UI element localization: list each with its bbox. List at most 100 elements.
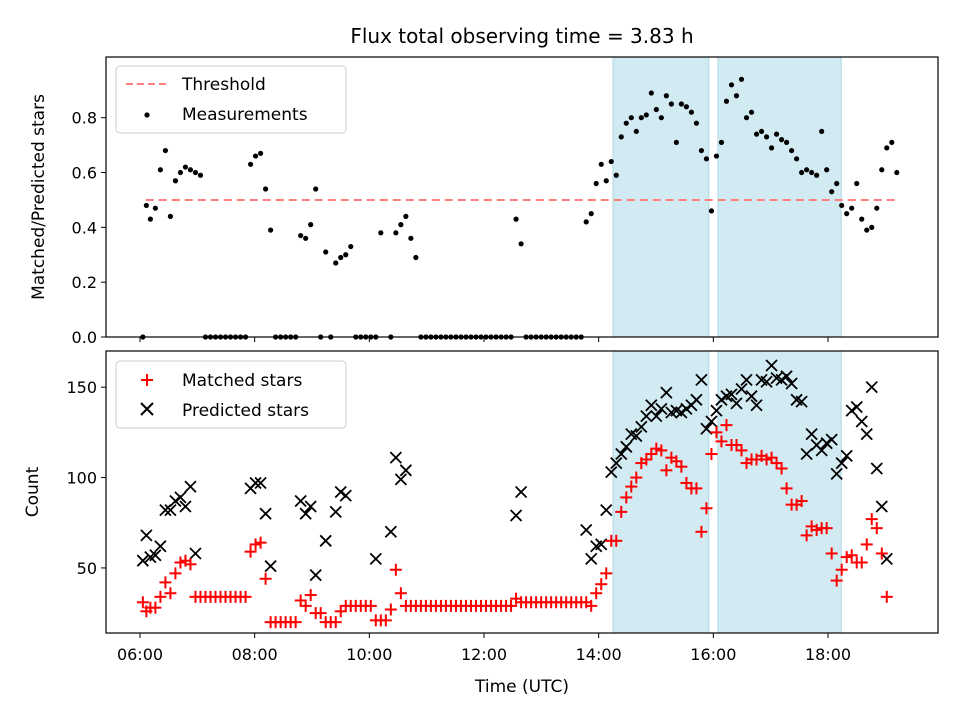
measurement-point: [879, 167, 885, 173]
predicted-star-point: [600, 503, 613, 517]
matched-star-point: [364, 599, 377, 612]
matched-star-point: [254, 536, 267, 549]
matched-star-point: [389, 563, 402, 576]
measurement-point: [638, 115, 644, 121]
predicted-star-point: [595, 538, 608, 551]
measurement-point: [733, 93, 740, 99]
measurement-point: [152, 205, 158, 211]
matched-star-point: [294, 594, 307, 607]
measurement-point: [182, 164, 189, 170]
matched-star-point: [384, 603, 397, 616]
measurement-point: [663, 93, 669, 99]
predicted-star-point: [249, 476, 262, 490]
predicted-star-point: [635, 420, 648, 434]
predicted-star-point: [309, 569, 322, 582]
matched-star-point: [675, 460, 688, 473]
matched-star-point: [590, 587, 603, 600]
matched-star-point: [695, 525, 708, 538]
matched-star-point: [259, 572, 272, 585]
predicted-star-point: [319, 534, 332, 547]
count-legend-box: [115, 360, 347, 429]
predicted-star-point: [775, 373, 788, 387]
observing-window-bottom-1: [717, 350, 842, 634]
measurement-point: [633, 128, 639, 135]
threshold-legend-label: Threshold: [181, 75, 266, 95]
matched-star-point: [394, 587, 407, 600]
measurement-point: [839, 202, 845, 209]
measurement-point: [688, 109, 695, 115]
predicted-star-point: [865, 381, 878, 394]
matched-star-point: [830, 574, 843, 587]
predicted-star-point: [254, 476, 267, 490]
measurement-point: [588, 211, 594, 217]
predicted-star-point: [394, 473, 407, 486]
matched-star-point: [660, 464, 673, 477]
count-panel-frame: [105, 350, 939, 634]
measurement-point: [703, 156, 710, 162]
observing-window-top-0: [612, 56, 710, 338]
measurement-point: [834, 180, 840, 187]
predicted-star-point: [610, 456, 623, 470]
measurement-point: [408, 235, 414, 241]
measurement-point: [298, 232, 304, 239]
matched-star-point: [159, 576, 172, 589]
measurement-point: [799, 169, 805, 176]
matched-star-point: [136, 596, 149, 609]
predicted-star-point: [620, 440, 633, 453]
matched-star-point: [880, 590, 893, 603]
measurement-point: [743, 115, 750, 121]
predicted-star-point: [780, 370, 793, 383]
measurement-point: [809, 169, 815, 176]
matched-star-point: [149, 601, 162, 614]
predicted-star-point: [645, 399, 658, 412]
count-x-tick-label: 08:00: [232, 645, 278, 664]
matched-star-point: [585, 599, 598, 612]
predicted-star-point: [169, 494, 182, 508]
matched-star-point: [835, 563, 848, 576]
measurement-point: [197, 172, 204, 178]
measurement-point: [673, 139, 679, 145]
predicted-star-point: [585, 552, 598, 566]
measurement-point: [753, 131, 760, 137]
predicted-legend-swatch: [140, 402, 154, 416]
measurement-point: [583, 219, 589, 225]
predicted-star-point: [369, 552, 382, 566]
matched-star-point: [770, 457, 783, 470]
measurement-point: [804, 167, 810, 173]
matched-star-point: [640, 453, 653, 466]
ratio-axes: 0.0 0.2 0.4 0.6 0.8: [72, 109, 829, 347]
ratio-legend: Threshold Measurements: [115, 65, 347, 134]
measurement-point: [693, 120, 700, 126]
measurement-point: [593, 180, 599, 187]
matched-star-point: [800, 529, 813, 542]
count-points: [136, 359, 893, 629]
predicted-star-point: [860, 428, 873, 441]
matched-star-point: [655, 444, 668, 457]
measurement-point: [713, 153, 720, 159]
measurement-point: [313, 186, 319, 192]
count-panel: 50 100 150 06:00 08:00 10:00 12:00 14:00 16:00 18…: [23, 350, 939, 697]
matched-star-point: [700, 502, 713, 515]
measurement-point: [143, 202, 149, 209]
predicted-star-point: [399, 464, 413, 477]
predicted-star-point: [710, 404, 723, 417]
matched-star-point: [690, 482, 703, 495]
matched-star-point: [600, 567, 613, 580]
predicted-star-point: [615, 447, 628, 461]
predicted-star-point: [514, 485, 528, 499]
predicted-star-point: [765, 359, 778, 372]
measurement-point: [748, 109, 755, 115]
ratio-y-tick-label: 0.4: [72, 218, 97, 237]
measurement-point: [247, 161, 254, 167]
measurement-point: [728, 82, 735, 88]
predicted-star-point: [830, 467, 843, 481]
predicted-star-point: [650, 409, 663, 423]
measurement-point: [398, 222, 404, 228]
count-x-tick-label: 06:00: [117, 645, 163, 664]
measurement-point: [738, 76, 745, 82]
predicted-star-point: [174, 491, 187, 504]
predicted-star-point: [329, 505, 342, 519]
predicted-star-point: [264, 559, 277, 573]
matched-star-point: [610, 534, 623, 547]
